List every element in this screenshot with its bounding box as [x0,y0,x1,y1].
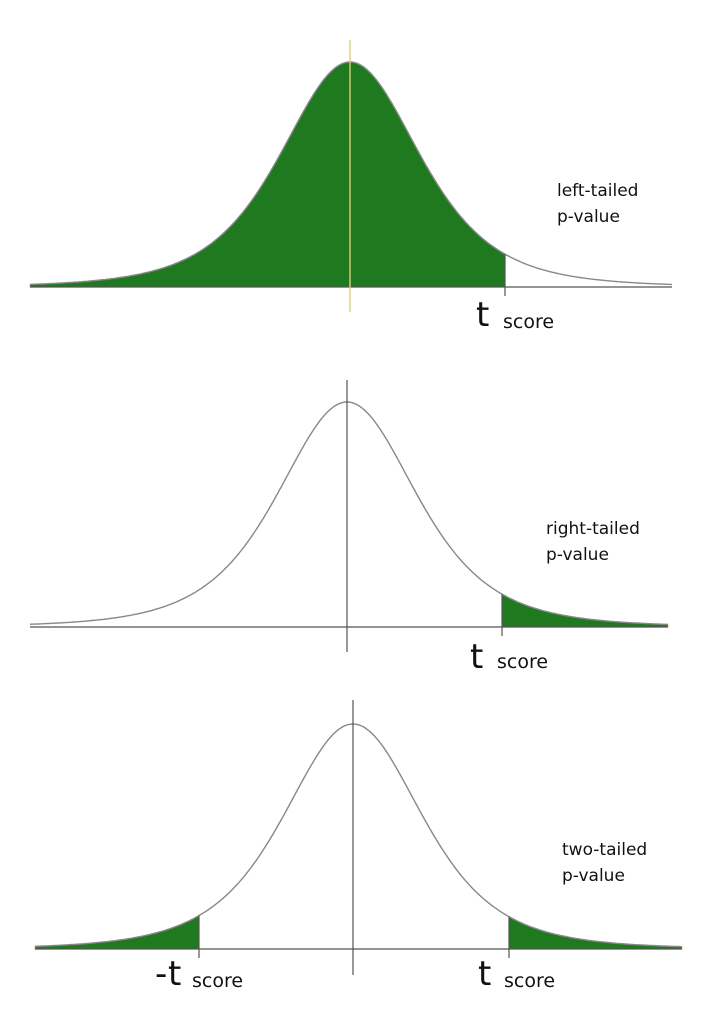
shaded-area-right [508,916,683,950]
shaded-area [29,61,506,288]
panel-two-tailed: two-tailed p-value - t score t score [34,700,683,994]
t-symbol: t [470,637,483,677]
t-score-label: t score [476,295,554,335]
shaded-area [501,593,669,628]
panel-label-line-1: two-tailed [562,840,647,860]
score-subscript: score [504,970,555,992]
score-subscript: score [503,311,554,333]
panel-label-line-1: left-tailed [557,181,638,201]
panel-label-line-2: p-value [562,866,625,886]
t-symbol: t [476,295,489,335]
density-curve [34,723,683,948]
minus-sign: - [155,954,167,994]
t-score-label: t score [470,637,548,677]
panel-label-line-2: p-value [557,207,620,227]
panel-left-tailed: left-tailed p-value t score [29,40,672,335]
density-curve [29,61,672,286]
panel-label-line-2: p-value [546,545,609,565]
score-subscript: score [192,970,243,992]
t-symbol: t [168,954,181,994]
t-symbol: t [478,954,491,994]
score-subscript: score [497,651,548,673]
shaded-area-left [34,914,200,950]
density-curve [29,401,669,626]
panel-right-tailed: right-tailed p-value t score [29,380,669,677]
panel-label-line-1: right-tailed [546,519,640,539]
t-score-label: t score [478,954,555,994]
neg-t-score-label: - t score [155,954,243,994]
